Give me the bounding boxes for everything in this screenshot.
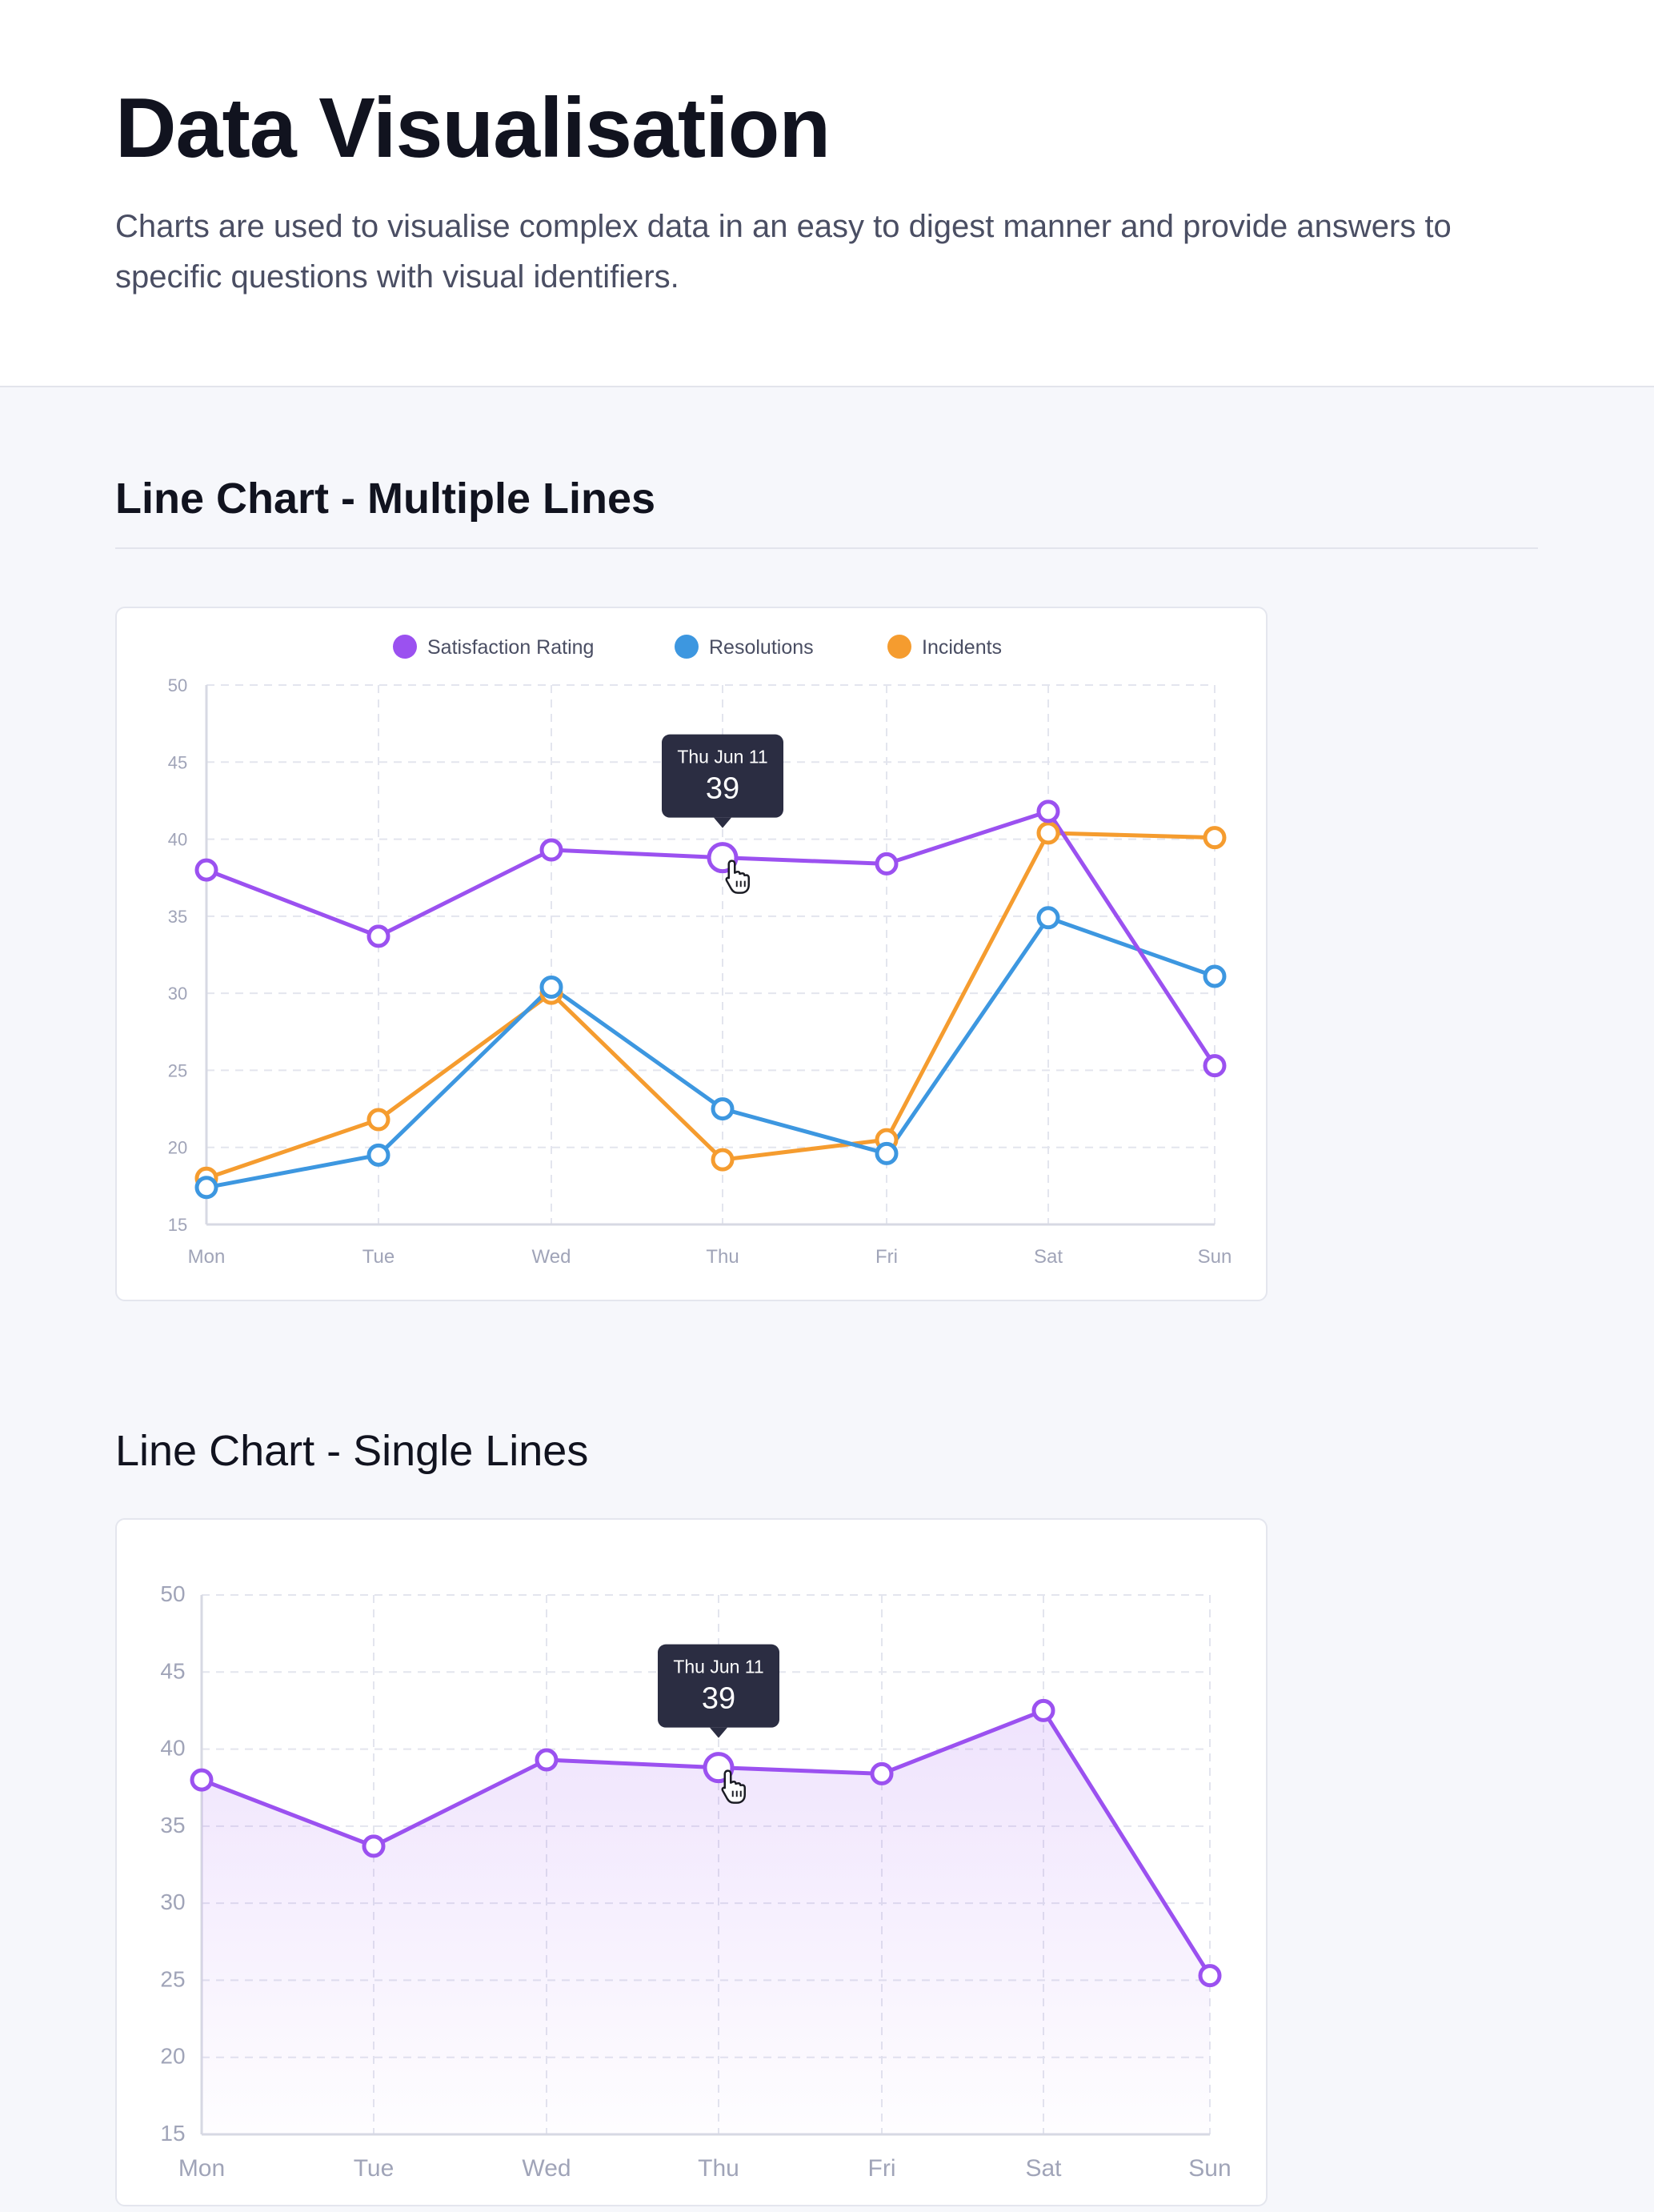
- chart-card-multiple-lines: 50 45 40 35 30 25 20 15 Mon Tue Wed Thu Fri Sat Sun Sat…: [115, 607, 1268, 1301]
- data-point: [1203, 826, 1227, 850]
- y-tick-label: 40: [168, 830, 187, 850]
- series-line: [204, 831, 1217, 1180]
- y-tick-label: 30: [160, 1889, 185, 1914]
- y-tick-label: 15: [168, 1215, 187, 1235]
- page-description: Charts are used to visualise complex dat…: [115, 209, 1452, 295]
- y-tick-label: 35: [168, 907, 187, 927]
- page-title: Data Visualisation: [115, 81, 831, 175]
- tooltip-value: 39: [706, 772, 739, 806]
- y-tick-label: 20: [168, 1138, 187, 1158]
- data-point: [1036, 821, 1060, 845]
- data-point: [366, 1143, 390, 1167]
- single-line-chart: 50 45 40 35 30 25 20 15 Mon Tue Wed Thu Fri Sat Sun Thu…: [160, 1581, 1231, 2182]
- data-point: [711, 1148, 735, 1172]
- x-tick-label: Tue: [362, 1246, 394, 1268]
- x-tick-label: Thu: [706, 1246, 739, 1268]
- y-tick-label: 20: [160, 2044, 185, 2069]
- tooltip-value: 39: [702, 1682, 735, 1716]
- y-tick-label: 50: [160, 1581, 185, 1606]
- legend-label: Incidents: [922, 636, 1002, 659]
- x-tick-label: Sun: [1198, 1246, 1232, 1268]
- y-tick-label: 40: [160, 1736, 185, 1761]
- chart-card-single-line: 50 45 40 35 30 25 20 15 Mon Tue Wed Thu Fri Sat Sun Thu…: [115, 1518, 1268, 2206]
- legend-marker: [675, 635, 699, 659]
- data-point: [1198, 1964, 1222, 1988]
- legend-marker: [887, 635, 911, 659]
- x-tick-label: Sun: [1188, 2155, 1231, 2182]
- data-point: [875, 1141, 899, 1165]
- data-point: [362, 1834, 386, 1858]
- area-fill: [202, 1710, 1210, 2134]
- y-tick-label: 15: [160, 2121, 185, 2146]
- section-divider: [115, 547, 1538, 549]
- tooltip-box: [662, 734, 783, 818]
- y-tick-label: 35: [160, 1813, 185, 1837]
- data-point: [1036, 906, 1060, 930]
- x-tick-label: Wed: [522, 2155, 571, 2182]
- legend-label: Satisfaction Rating: [427, 636, 594, 659]
- x-tick-label: Sat: [1025, 2155, 1062, 2182]
- data-point: [366, 1108, 390, 1132]
- y-tick-label: 25: [168, 1060, 187, 1080]
- hand-cursor-shape: [725, 860, 750, 894]
- y-tick-label: 25: [160, 1966, 185, 1991]
- x-tick-label: Mon: [188, 1246, 226, 1268]
- x-tick-label: Wed: [532, 1246, 571, 1268]
- data-point: [870, 1761, 894, 1785]
- x-tick-label: Tue: [354, 2155, 394, 2182]
- data-point: [1203, 964, 1227, 988]
- x-tick-label: Mon: [178, 2155, 225, 2182]
- data-point: [711, 1097, 735, 1121]
- tooltip-pointer: [714, 817, 731, 828]
- data-point: [190, 1768, 214, 1792]
- hand-cursor-shape: [721, 1769, 746, 1804]
- page-header: Data Visualisation Charts are used to vi…: [0, 0, 1654, 387]
- x-tick-label: Fri: [875, 1246, 898, 1268]
- tooltip-box: [658, 1644, 779, 1728]
- hand-cursor-icon: [725, 860, 750, 894]
- x-tick-label: Fri: [868, 2155, 896, 2182]
- section-title-multiple-lines: Line Chart - Multiple Lines: [115, 475, 656, 523]
- data-point: [535, 1748, 559, 1772]
- tooltip: Thu Jun 11 39: [662, 734, 783, 828]
- x-tick-label: Thu: [698, 2155, 739, 2182]
- legend-label: Resolutions: [709, 636, 814, 659]
- y-tick-label: 50: [168, 675, 187, 695]
- data-point: [366, 924, 390, 948]
- data-point: [1031, 1698, 1055, 1722]
- data-point: [194, 858, 218, 882]
- y-tick-label: 30: [168, 984, 187, 1004]
- data-point: [539, 975, 563, 999]
- tooltip-pointer: [710, 1727, 727, 1738]
- tooltip-date: Thu Jun 11: [677, 747, 767, 767]
- tooltip-date: Thu Jun 11: [673, 1657, 763, 1677]
- y-tick-label: 45: [160, 1658, 185, 1683]
- data-point: [875, 852, 899, 876]
- data-point: [1036, 799, 1060, 823]
- tooltip: Thu Jun 11 39: [658, 1644, 779, 1738]
- legend-marker: [393, 635, 417, 659]
- data-point: [1203, 1054, 1227, 1078]
- y-tick-label: 45: [168, 752, 187, 772]
- data-point: [194, 1176, 218, 1200]
- x-tick-label: Sat: [1034, 1246, 1063, 1268]
- section-title-single-lines: Line Chart - Single Lines: [115, 1427, 589, 1475]
- data-point: [539, 838, 563, 862]
- hand-cursor-icon: [721, 1769, 746, 1804]
